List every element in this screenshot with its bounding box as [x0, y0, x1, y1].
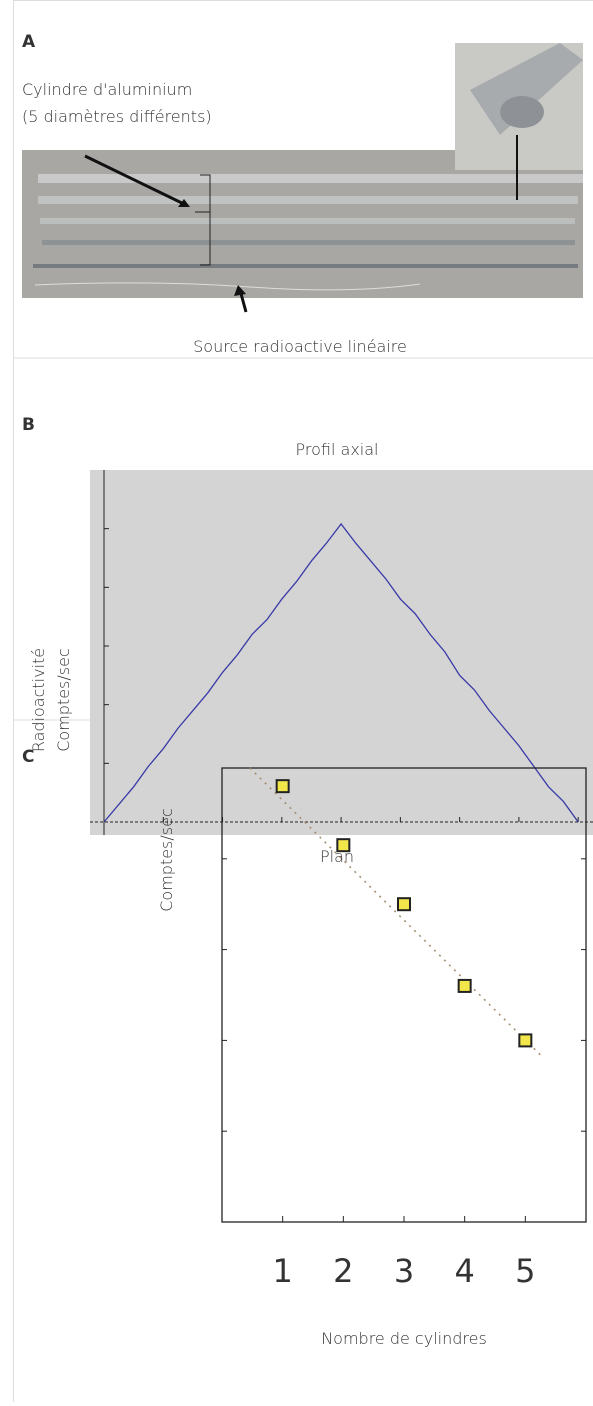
caption: Source radioactive linéaire — [193, 337, 407, 356]
figure: A Cylindre d'aluminium (5 diamètres diff… — [0, 0, 593, 1402]
x-tick-label: 2 — [333, 1252, 353, 1290]
x-tick-label: 1 — [272, 1252, 292, 1290]
annotation: (5 diamètres différents) — [22, 107, 212, 126]
x-tick-label: 3 — [394, 1252, 414, 1290]
x-axis-label: Nombre de cylindres — [321, 1329, 487, 1348]
chart-title: Profil axial — [296, 440, 379, 459]
point — [459, 980, 471, 992]
y-axis-label: Comptes/sec — [54, 648, 73, 752]
point — [337, 839, 349, 851]
panel-label: C — [22, 747, 34, 767]
y-axis-label: Radioactivité — [29, 648, 48, 752]
x-tick-label: 5 — [515, 1252, 535, 1290]
panel-label: A — [22, 32, 36, 52]
point — [519, 1034, 531, 1046]
plot-frame — [222, 768, 586, 1222]
annotation: Cylindre d'aluminium — [22, 80, 192, 99]
panel-label: B — [22, 415, 35, 435]
point — [277, 780, 289, 792]
y-axis-label: Comptes/sec — [157, 808, 176, 912]
x-tick-label: 4 — [454, 1252, 474, 1290]
point — [398, 898, 410, 910]
